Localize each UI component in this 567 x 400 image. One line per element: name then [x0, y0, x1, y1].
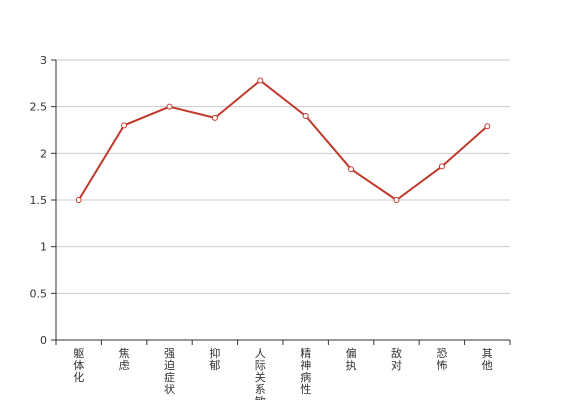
data-point: [121, 122, 128, 129]
axes: [51, 59, 511, 345]
data-point: [75, 197, 82, 203]
data-point: [302, 113, 309, 119]
data-point: [393, 197, 400, 203]
data-point: [348, 166, 355, 173]
y-tick-label: 1: [40, 241, 47, 254]
x-tick-labels: 躯体化 焦虑 强迫症状 抑郁 人际关系敏感 精神病性 偏执 敌对 恐怖 其他: [73, 346, 493, 400]
series-lines: [77, 79, 488, 201]
data-point: [484, 123, 491, 130]
data-point: [211, 114, 218, 121]
x-tick-label: 焦虑: [119, 347, 130, 372]
grid-lines: [56, 59, 510, 294]
data-point: [257, 77, 264, 84]
x-tick-label: 恐怖: [436, 347, 447, 372]
x-tick-label: 其他: [482, 347, 493, 372]
y-tick-label: 3: [40, 54, 47, 67]
data-point: [166, 103, 173, 110]
x-tick-label: 精神病性: [300, 347, 311, 396]
y-tick-label: 2: [40, 147, 47, 160]
x-tick-label: 人际关系敏感: [255, 347, 266, 400]
y-tick-labels: 0 0.5 1 1.5 2 2.5 3: [30, 54, 48, 347]
x-tick-label: 敌对: [391, 346, 402, 372]
x-tick-label: 偏执: [346, 346, 357, 372]
y-tick-label: 0: [40, 334, 47, 347]
y-tick-label: 1.5: [30, 194, 48, 207]
series-line: [77, 79, 488, 201]
x-tick-label: 强迫症状: [164, 347, 175, 396]
x-tick-label: 抑郁: [209, 346, 220, 372]
y-tick-label: 0.5: [30, 287, 48, 300]
y-tick-label: 2.5: [30, 101, 48, 114]
data-points: [75, 77, 491, 203]
x-tick-label: 躯体化: [73, 347, 84, 384]
data-point: [438, 163, 445, 170]
